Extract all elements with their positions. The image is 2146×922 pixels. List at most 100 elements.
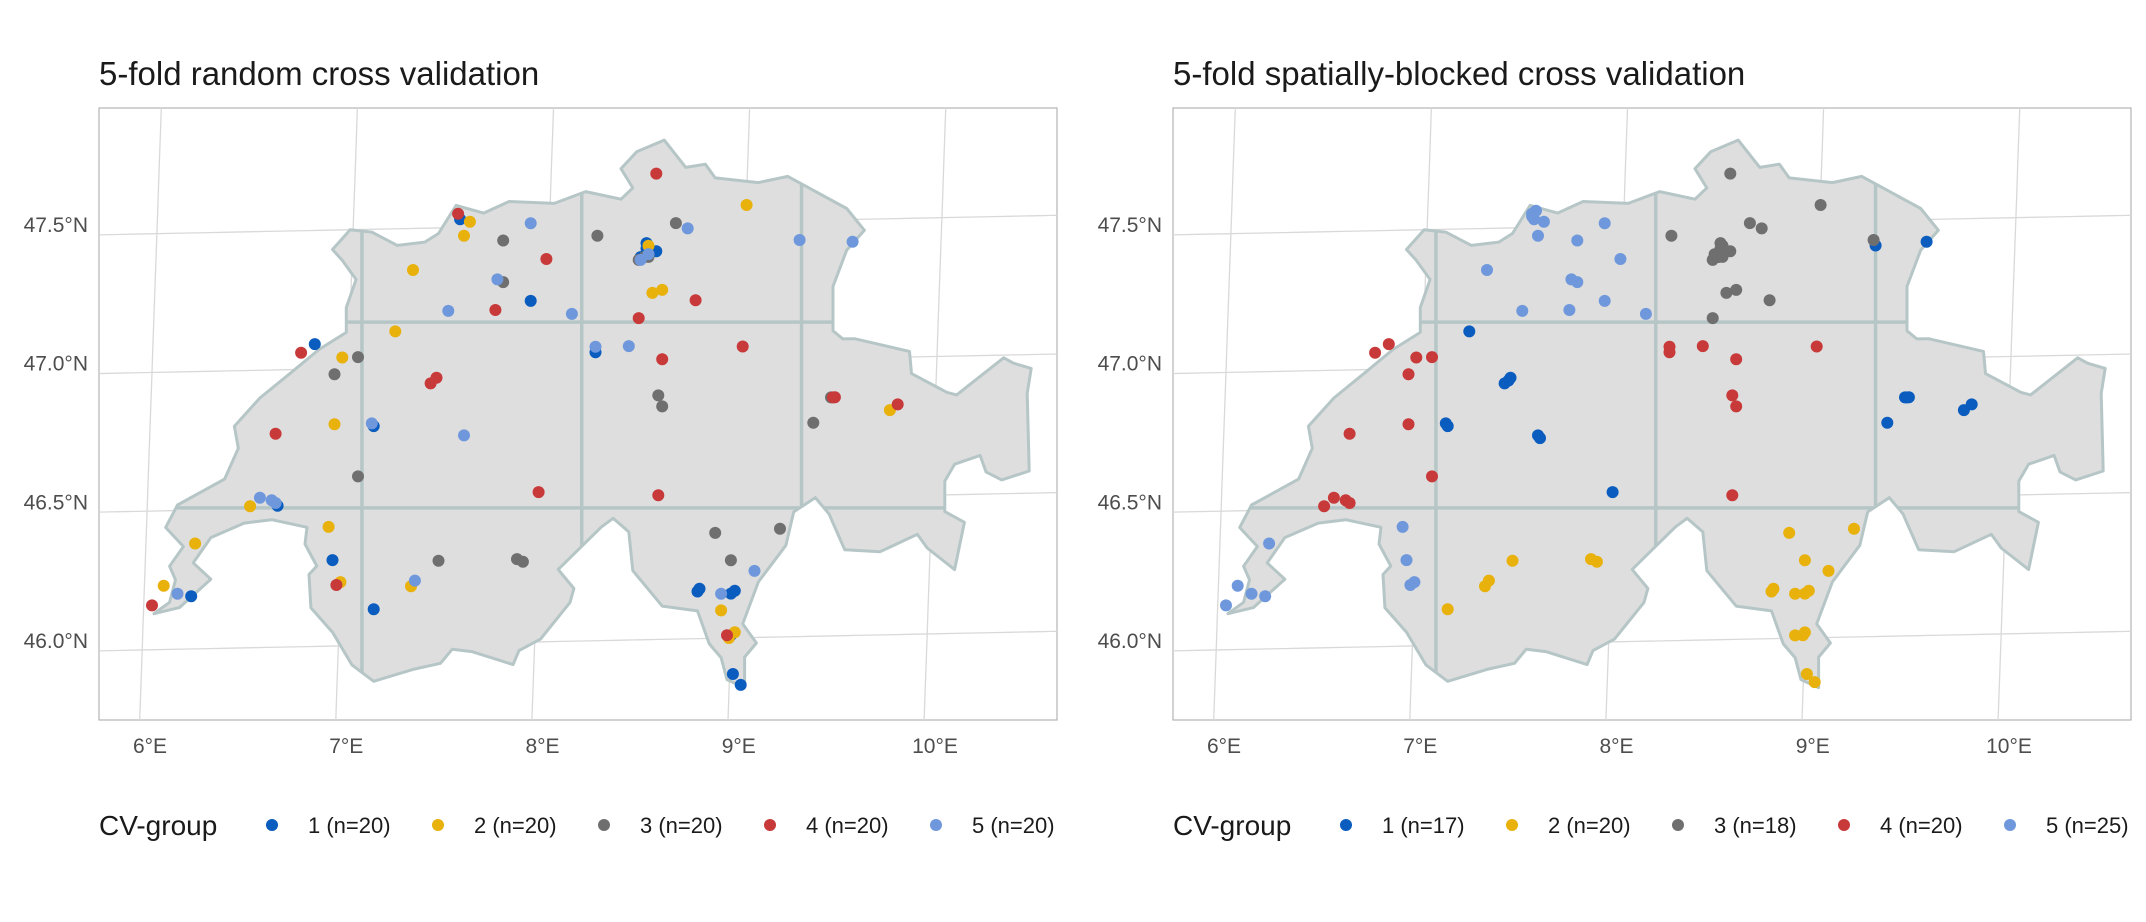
legend-title: CV-group [99, 810, 217, 841]
lon-tick-label: 10°E [912, 735, 958, 758]
legend: CV-group 1 (n=17) 2 (n=20) 3 (n=18) 4 (n=20)… [1173, 810, 2129, 841]
sample-point-group-5 [408, 574, 421, 587]
sample-point-group-1 [524, 294, 537, 307]
sample-point-group-2 [389, 325, 402, 338]
sample-point-group-5 [253, 491, 266, 504]
sample-points [146, 167, 904, 691]
sample-point-group-4 [827, 391, 839, 404]
sample-point-group-3 [724, 554, 737, 567]
sample-point-group-2 [244, 500, 257, 513]
sample-point-group-5 [642, 248, 655, 261]
sample-point-group-4 [1402, 418, 1415, 431]
sample-point-group-2 [1848, 522, 1860, 535]
lat-tick-label: 46.0°N [1098, 630, 1162, 653]
sample-point-group-4 [1696, 340, 1709, 353]
map-panel-1: 5-fold random cross validation 6°E 7°E 8°E 9… [24, 55, 1058, 841]
sample-point-group-5 [1408, 576, 1421, 589]
sample-point-group-5 [458, 429, 470, 442]
sample-point-group-4 [689, 294, 702, 307]
lon-tick-label: 6°E [1207, 735, 1241, 758]
legend-key-1 [1340, 819, 1352, 831]
legend-key-1 [266, 819, 278, 831]
legend: CV-group 1 (n=20) 2 (n=20) 3 (n=20) 4 (n=20)… [99, 810, 1055, 841]
sample-point-group-5 [1598, 217, 1611, 230]
sample-point-group-5 [365, 417, 378, 430]
sample-point-group-4 [1426, 351, 1438, 364]
sample-point-group-5 [1598, 294, 1611, 307]
sample-point-group-2 [1767, 582, 1780, 595]
legend-title: CV-group [1173, 810, 1291, 841]
sample-point-group-4 [736, 340, 749, 353]
sample-point-group-3 [774, 522, 786, 535]
sample-point-group-3 [1720, 286, 1733, 299]
legend-key-4 [764, 819, 776, 831]
sample-point-group-4 [1663, 340, 1676, 353]
lon-tick-label: 7°E [1403, 735, 1437, 758]
sample-point-group-5 [1639, 307, 1652, 320]
sample-point-group-5 [1571, 234, 1584, 247]
map-area [99, 108, 1057, 720]
sample-point-group-5 [491, 273, 504, 286]
sample-point-group-1 [1901, 391, 1913, 404]
sample-point-group-2 [1798, 587, 1811, 600]
sample-point-group-1 [693, 582, 706, 595]
sample-point-group-5 [1614, 253, 1627, 265]
lat-tick-label: 47.5°N [24, 214, 88, 237]
sample-point-group-2 [1822, 564, 1835, 577]
lon-tick-label: 9°E [1796, 735, 1830, 758]
meridian-line [139, 108, 162, 720]
legend-label-2: 2 (n=20) [1548, 813, 1631, 838]
legend-key-5 [2004, 819, 2016, 831]
sample-point-group-4 [452, 207, 465, 220]
legend-label-3: 3 (n=18) [1714, 813, 1797, 838]
sample-point-group-1 [724, 587, 737, 600]
sample-point-group-3 [807, 416, 820, 429]
sample-point-group-5 [846, 235, 859, 248]
sample-point-group-1 [308, 338, 321, 351]
sample-point-group-4 [1730, 400, 1743, 413]
sample-point-group-3 [591, 229, 604, 242]
sample-point-group-5 [715, 587, 728, 600]
sample-point-group-4 [1410, 351, 1423, 364]
lon-tick-label: 10°E [1986, 735, 2032, 758]
sample-point-group-4 [1402, 368, 1415, 381]
sample-point-group-4 [632, 312, 645, 325]
sample-point-group-5 [793, 234, 806, 246]
parallel-line [1173, 630, 2131, 652]
sample-point-group-5 [1537, 215, 1550, 228]
panel-title: 5-fold random cross validation [99, 55, 539, 92]
sample-points [1220, 167, 1978, 689]
sample-point-group-5 [589, 340, 602, 353]
sample-point-group-5 [1400, 554, 1413, 567]
sample-point-group-4 [540, 253, 553, 265]
sample-point-group-2 [407, 264, 419, 276]
sample-point-group-5 [565, 307, 578, 320]
legend-key-4 [1838, 819, 1850, 831]
sample-point-group-5 [269, 497, 282, 509]
sample-point-group-2 [458, 229, 470, 242]
sample-point-group-5 [1259, 590, 1272, 603]
sample-point-group-3 [1763, 294, 1776, 307]
sample-point-group-4 [1343, 497, 1356, 509]
sample-point-group-4 [269, 427, 282, 440]
sample-point-group-2 [715, 604, 728, 617]
sample-point-group-2 [1789, 587, 1802, 600]
sample-point-group-5 [171, 587, 184, 600]
legend-label-3: 3 (n=20) [640, 813, 723, 838]
sample-point-group-1 [326, 554, 339, 567]
sample-point-group-2 [656, 283, 669, 296]
lat-tick-label: 47.0°N [24, 353, 88, 376]
sample-point-group-2 [1482, 574, 1495, 587]
sample-point-group-2 [328, 418, 341, 431]
sample-point-group-3 [709, 526, 722, 539]
lat-tick-label: 47.5°N [1098, 214, 1162, 237]
sample-point-group-1 [1534, 432, 1546, 445]
sample-point-group-4 [1327, 491, 1340, 504]
sample-point-group-5 [1481, 264, 1493, 276]
sample-point-group-5 [1263, 537, 1276, 550]
sample-point-group-5 [1571, 276, 1584, 289]
switzerland-outline [152, 138, 1033, 690]
sample-point-group-3 [669, 217, 682, 230]
